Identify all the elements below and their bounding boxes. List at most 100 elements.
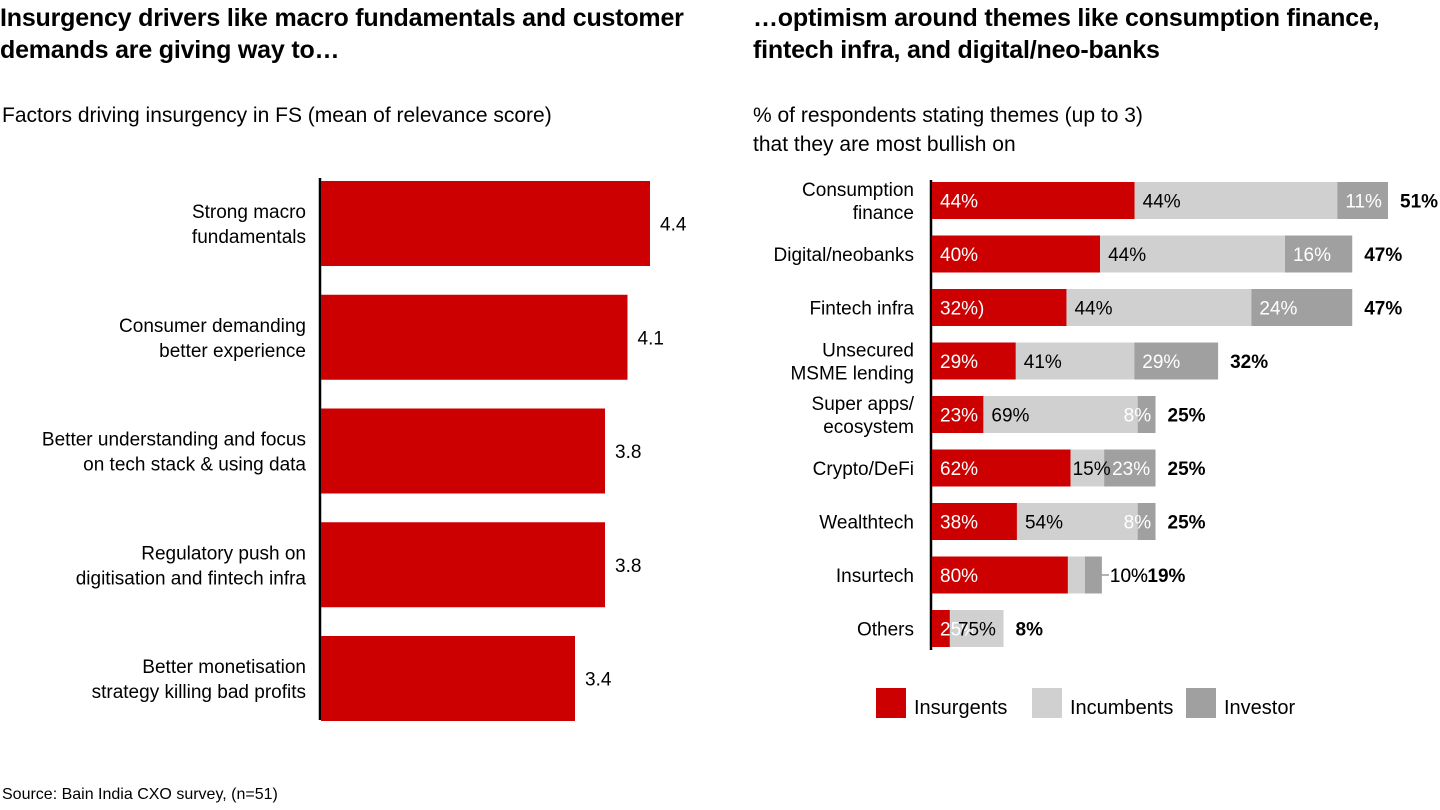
right-category-label-0-1: finance — [853, 203, 914, 224]
left-bar-0 — [321, 181, 650, 266]
right-bar-7-insurgents — [932, 556, 1068, 594]
right-bar-0-insurgents — [932, 182, 1135, 219]
right-segment-label-4-incumbents: 69% — [991, 406, 1029, 427]
left-value-label-3: 3.8 — [615, 556, 641, 577]
left-category-label-1-0: Consumer demanding — [119, 316, 306, 337]
right-bar-3-insurgents — [932, 342, 1016, 380]
right-category-label-5-0: Crypto/DeFi — [813, 459, 914, 480]
left-category-label-2-0: Better understanding and focus — [42, 430, 306, 451]
right-bar-4-incumbents — [983, 396, 1138, 433]
left-category-label-3-1: digitisation and fintech infra — [76, 568, 307, 589]
right-total-label-4: 25% — [1168, 406, 1206, 427]
right-chart-title: …optimism around themes like consumption… — [753, 4, 1380, 64]
left-chart-title: Insurgency drivers like macro fundamenta… — [0, 4, 684, 64]
left-value-label-2: 3.8 — [615, 442, 641, 463]
right-segment-label-5-insurgents: 62% — [940, 459, 978, 480]
left-category-label-1-1: better experience — [159, 341, 306, 362]
right-segment-label-0-insurgents: 44% — [940, 192, 978, 213]
right-segment-label-2-incumbents: 44% — [1074, 299, 1112, 320]
right-bar-7-incumbents — [1067, 556, 1085, 594]
right-bar-2-incumbents — [1066, 289, 1252, 326]
right-total-label-1: 47% — [1364, 245, 1402, 266]
right-segment-label-1-incumbents: 44% — [1108, 245, 1146, 266]
left-category-label-4-0: Better monetisation — [142, 657, 306, 678]
right-total-label-5: 25% — [1168, 459, 1206, 480]
right-bar-1-insurgents — [932, 235, 1101, 273]
legend-label-investor: Investor — [1224, 697, 1295, 719]
left-category-label-3-0: Regulatory push on — [141, 543, 306, 564]
right-bar-4-investor — [1137, 396, 1156, 433]
right-total-label-6: 25% — [1168, 513, 1206, 534]
left-category-label-0-1: fundamentals — [192, 227, 306, 248]
right-bar-1-investor — [1284, 235, 1353, 273]
left-bar-1 — [321, 294, 628, 380]
right-segment-label-1-insurgents: 40% — [940, 245, 978, 266]
legend-swatch-incumbents — [1032, 688, 1062, 718]
right-total-label-7: 19% — [1147, 566, 1185, 587]
right-bar-5-investor — [1104, 449, 1156, 487]
right-segment-label-7-investor: 10% — [1110, 566, 1148, 587]
right-bar-5-incumbents — [1070, 449, 1105, 487]
right-bar-2-investor — [1251, 289, 1353, 326]
legend-label-incumbents: Incumbents — [1070, 697, 1173, 719]
right-category-label-3-0: Unsecured — [822, 341, 914, 362]
left-value-label-4: 3.4 — [585, 670, 612, 691]
right-bar-6-investor — [1137, 503, 1156, 540]
right-segment-label-3-investor: 29% — [1142, 352, 1180, 373]
right-bar-0-incumbents — [1134, 182, 1338, 219]
right-category-label-2-0: Fintech infra — [809, 299, 914, 320]
legend-swatch-investor — [1186, 688, 1216, 718]
right-bar-7-investor — [1084, 556, 1102, 594]
right-subtitle-line-1: % of respondents stating themes (up to 3… — [753, 104, 1143, 127]
right-segment-label-5-investor: 23% — [1112, 459, 1150, 480]
right-segment-label-0-investor: 11% — [1345, 192, 1382, 213]
right-segment-label-1-investor: 16% — [1293, 245, 1331, 266]
right-bar-6-insurgents — [932, 503, 1017, 540]
right-category-label-4-1: ecosystem — [823, 417, 914, 438]
right-chart-subtitle: % of respondents stating themes (up to 3… — [753, 101, 1353, 159]
left-bar-4 — [321, 636, 575, 721]
right-bar-8-incumbents — [949, 610, 1004, 647]
right-bar-2-insurgents — [932, 289, 1067, 326]
left-category-label-2-1: on tech stack & using data — [83, 455, 306, 476]
left-bar-2 — [321, 408, 605, 494]
right-segment-label-4-insurgents: 23% — [940, 406, 978, 427]
right-bar-6-incumbents — [1016, 503, 1138, 540]
right-segment-label-3-insurgents: 29% — [940, 352, 978, 373]
right-segment-label-8-insurgents: 25% — [940, 620, 978, 641]
right-subtitle-line-2: that they are most bullish on — [753, 133, 1016, 156]
right-segment-label-2-insurgents: 32%) — [940, 299, 984, 320]
right-total-label-2: 47% — [1364, 299, 1402, 320]
right-bar-8-insurgents — [932, 610, 950, 647]
right-total-label-0: 51% — [1400, 192, 1438, 213]
left-chart-subtitle: Factors driving insurgency in FS (mean o… — [2, 104, 552, 127]
left-bar-3 — [321, 522, 605, 608]
right-category-label-6-0: Wealthtech — [819, 513, 914, 534]
right-category-label-0-0: Consumption — [802, 180, 914, 201]
right-total-label-3: 32% — [1230, 352, 1268, 373]
right-category-label-8-0: Others — [857, 620, 914, 641]
right-total-label-8: 8% — [1016, 620, 1044, 641]
source-note: Source: Bain India CXO survey, (n=51) — [2, 786, 278, 803]
right-category-label-4-0: Super apps/ — [812, 394, 915, 415]
right-segment-label-8-incumbents: 75% — [958, 620, 996, 641]
right-segment-label-6-insurgents: 38% — [940, 513, 978, 534]
right-segment-label-6-incumbents: 54% — [1025, 513, 1063, 534]
right-segment-label-0-incumbents: 44% — [1143, 192, 1181, 213]
right-segment-label-5-incumbents: 15% — [1073, 459, 1111, 480]
right-category-label-3-1: MSME lending — [790, 364, 914, 385]
right-segment-label-4-investor: 8% — [1124, 406, 1152, 427]
right-bar-0-investor — [1337, 182, 1388, 219]
right-category-label-7-0: Insurtech — [836, 566, 914, 587]
left-value-label-0: 4.4 — [660, 215, 687, 236]
right-bar-4-insurgents — [932, 396, 984, 433]
right-segment-label-2-investor: 24% — [1259, 299, 1297, 320]
right-bar-3-investor — [1134, 342, 1219, 380]
right-segment-label-6-investor: 8% — [1124, 513, 1152, 534]
right-segment-label-7-insurgents: 80% — [940, 566, 978, 587]
left-category-label-0-0: Strong macro — [192, 202, 306, 223]
right-bar-5-insurgents — [932, 449, 1071, 487]
left-value-label-1: 4.1 — [638, 328, 664, 349]
legend-swatch-insurgents — [876, 688, 906, 718]
